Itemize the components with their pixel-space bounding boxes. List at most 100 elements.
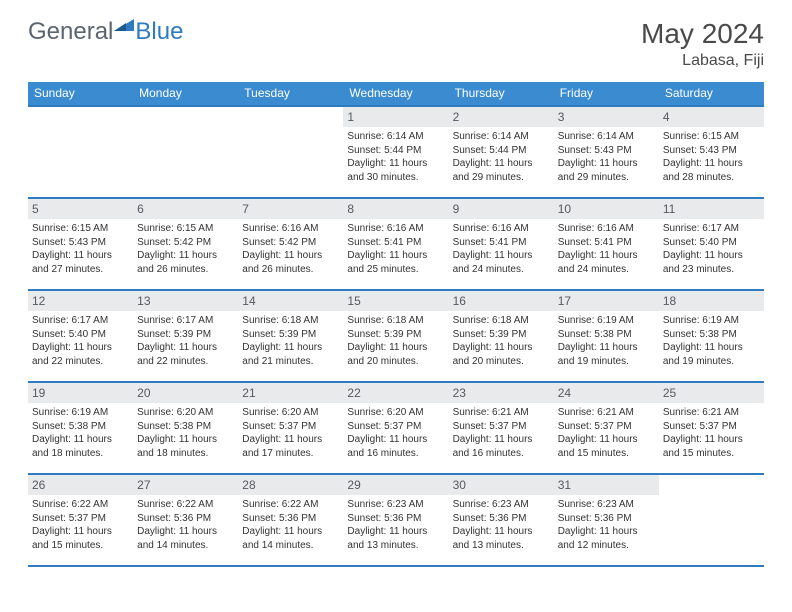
- daylight-line2: and 29 minutes.: [558, 171, 655, 185]
- daylight-line1: Daylight: 11 hours: [242, 341, 339, 355]
- calendar-day-cell: [238, 107, 343, 197]
- weeks-container: 1Sunrise: 6:14 AMSunset: 5:44 PMDaylight…: [28, 105, 764, 565]
- calendar-day-cell: 13Sunrise: 6:17 AMSunset: 5:39 PMDayligh…: [133, 291, 238, 381]
- daylight-line1: Daylight: 11 hours: [558, 433, 655, 447]
- sunset-text: Sunset: 5:36 PM: [558, 512, 655, 526]
- calendar-day-cell: 15Sunrise: 6:18 AMSunset: 5:39 PMDayligh…: [343, 291, 448, 381]
- day-of-week-header: Thursday: [449, 82, 554, 105]
- calendar-day-cell: 20Sunrise: 6:20 AMSunset: 5:38 PMDayligh…: [133, 383, 238, 473]
- calendar-day-cell: 3Sunrise: 6:14 AMSunset: 5:43 PMDaylight…: [554, 107, 659, 197]
- daylight-line2: and 16 minutes.: [347, 447, 444, 461]
- sunset-text: Sunset: 5:40 PM: [32, 328, 129, 342]
- calendar-day-cell: 2Sunrise: 6:14 AMSunset: 5:44 PMDaylight…: [449, 107, 554, 197]
- daylight-line1: Daylight: 11 hours: [558, 249, 655, 263]
- daylight-line2: and 24 minutes.: [558, 263, 655, 277]
- month-title: May 2024: [641, 18, 764, 50]
- day-number: 16: [449, 291, 554, 311]
- calendar-day-cell: 14Sunrise: 6:18 AMSunset: 5:39 PMDayligh…: [238, 291, 343, 381]
- daylight-line1: Daylight: 11 hours: [137, 341, 234, 355]
- calendar-day-cell: 16Sunrise: 6:18 AMSunset: 5:39 PMDayligh…: [449, 291, 554, 381]
- daylight-line1: Daylight: 11 hours: [347, 249, 444, 263]
- day-number: 30: [449, 475, 554, 495]
- daylight-line1: Daylight: 11 hours: [453, 341, 550, 355]
- day-number: 2: [449, 107, 554, 127]
- daylight-line1: Daylight: 11 hours: [347, 341, 444, 355]
- sunset-text: Sunset: 5:42 PM: [242, 236, 339, 250]
- day-number: 9: [449, 199, 554, 219]
- day-number: 22: [343, 383, 448, 403]
- daylight-line1: Daylight: 11 hours: [242, 525, 339, 539]
- daylight-line1: Daylight: 11 hours: [453, 525, 550, 539]
- sunset-text: Sunset: 5:37 PM: [32, 512, 129, 526]
- calendar-day-cell: [133, 107, 238, 197]
- sunset-text: Sunset: 5:37 PM: [242, 420, 339, 434]
- daylight-line1: Daylight: 11 hours: [663, 157, 760, 171]
- sunset-text: Sunset: 5:40 PM: [663, 236, 760, 250]
- daylight-line2: and 13 minutes.: [453, 539, 550, 553]
- day-number: 31: [554, 475, 659, 495]
- daylight-line2: and 15 minutes.: [32, 539, 129, 553]
- day-number: 12: [28, 291, 133, 311]
- calendar-day-cell: 6Sunrise: 6:15 AMSunset: 5:42 PMDaylight…: [133, 199, 238, 289]
- daylight-line1: Daylight: 11 hours: [242, 433, 339, 447]
- calendar-day-cell: 25Sunrise: 6:21 AMSunset: 5:37 PMDayligh…: [659, 383, 764, 473]
- sunset-text: Sunset: 5:39 PM: [137, 328, 234, 342]
- brand-triangle-icon: [114, 10, 134, 24]
- day-number: 28: [238, 475, 343, 495]
- day-number: 13: [133, 291, 238, 311]
- daylight-line1: Daylight: 11 hours: [663, 249, 760, 263]
- sunrise-text: Sunrise: 6:14 AM: [347, 130, 444, 144]
- daylight-line2: and 25 minutes.: [347, 263, 444, 277]
- days-of-week-row: SundayMondayTuesdayWednesdayThursdayFrid…: [28, 82, 764, 105]
- day-of-week-header: Sunday: [28, 82, 133, 105]
- sunset-text: Sunset: 5:36 PM: [453, 512, 550, 526]
- sunrise-text: Sunrise: 6:20 AM: [242, 406, 339, 420]
- daylight-line1: Daylight: 11 hours: [137, 525, 234, 539]
- daylight-line2: and 19 minutes.: [558, 355, 655, 369]
- sunrise-text: Sunrise: 6:21 AM: [663, 406, 760, 420]
- sunrise-text: Sunrise: 6:16 AM: [242, 222, 339, 236]
- daylight-line1: Daylight: 11 hours: [558, 525, 655, 539]
- calendar-day-cell: 8Sunrise: 6:16 AMSunset: 5:41 PMDaylight…: [343, 199, 448, 289]
- daylight-line2: and 29 minutes.: [453, 171, 550, 185]
- daylight-line1: Daylight: 11 hours: [453, 157, 550, 171]
- daylight-line1: Daylight: 11 hours: [32, 341, 129, 355]
- day-number: 21: [238, 383, 343, 403]
- day-number: 24: [554, 383, 659, 403]
- brand-part2: Blue: [135, 18, 183, 46]
- sunrise-text: Sunrise: 6:23 AM: [347, 498, 444, 512]
- sunset-text: Sunset: 5:36 PM: [137, 512, 234, 526]
- brand-logo: General Blue: [28, 18, 183, 46]
- daylight-line1: Daylight: 11 hours: [32, 433, 129, 447]
- sunset-text: Sunset: 5:43 PM: [558, 144, 655, 158]
- daylight-line1: Daylight: 11 hours: [558, 341, 655, 355]
- day-number: 19: [28, 383, 133, 403]
- calendar: SundayMondayTuesdayWednesdayThursdayFrid…: [28, 82, 764, 567]
- sunset-text: Sunset: 5:43 PM: [663, 144, 760, 158]
- sunset-text: Sunset: 5:37 PM: [558, 420, 655, 434]
- brand-part1: General: [28, 18, 113, 46]
- calendar-day-cell: 27Sunrise: 6:22 AMSunset: 5:36 PMDayligh…: [133, 475, 238, 565]
- day-number: 17: [554, 291, 659, 311]
- sunset-text: Sunset: 5:39 PM: [347, 328, 444, 342]
- sunrise-text: Sunrise: 6:22 AM: [242, 498, 339, 512]
- calendar-day-cell: 17Sunrise: 6:19 AMSunset: 5:38 PMDayligh…: [554, 291, 659, 381]
- day-of-week-header: Friday: [554, 82, 659, 105]
- calendar-day-cell: 7Sunrise: 6:16 AMSunset: 5:42 PMDaylight…: [238, 199, 343, 289]
- daylight-line2: and 23 minutes.: [663, 263, 760, 277]
- sunset-text: Sunset: 5:39 PM: [453, 328, 550, 342]
- day-number: 6: [133, 199, 238, 219]
- daylight-line2: and 30 minutes.: [347, 171, 444, 185]
- calendar-day-cell: 10Sunrise: 6:16 AMSunset: 5:41 PMDayligh…: [554, 199, 659, 289]
- sunrise-text: Sunrise: 6:21 AM: [453, 406, 550, 420]
- sunrise-text: Sunrise: 6:14 AM: [558, 130, 655, 144]
- sunset-text: Sunset: 5:38 PM: [558, 328, 655, 342]
- day-of-week-header: Tuesday: [238, 82, 343, 105]
- day-number: 23: [449, 383, 554, 403]
- header: General Blue May 2024 Labasa, Fiji: [0, 0, 792, 78]
- sunrise-text: Sunrise: 6:14 AM: [453, 130, 550, 144]
- sunrise-text: Sunrise: 6:16 AM: [558, 222, 655, 236]
- day-number: 25: [659, 383, 764, 403]
- daylight-line2: and 27 minutes.: [32, 263, 129, 277]
- sunrise-text: Sunrise: 6:17 AM: [32, 314, 129, 328]
